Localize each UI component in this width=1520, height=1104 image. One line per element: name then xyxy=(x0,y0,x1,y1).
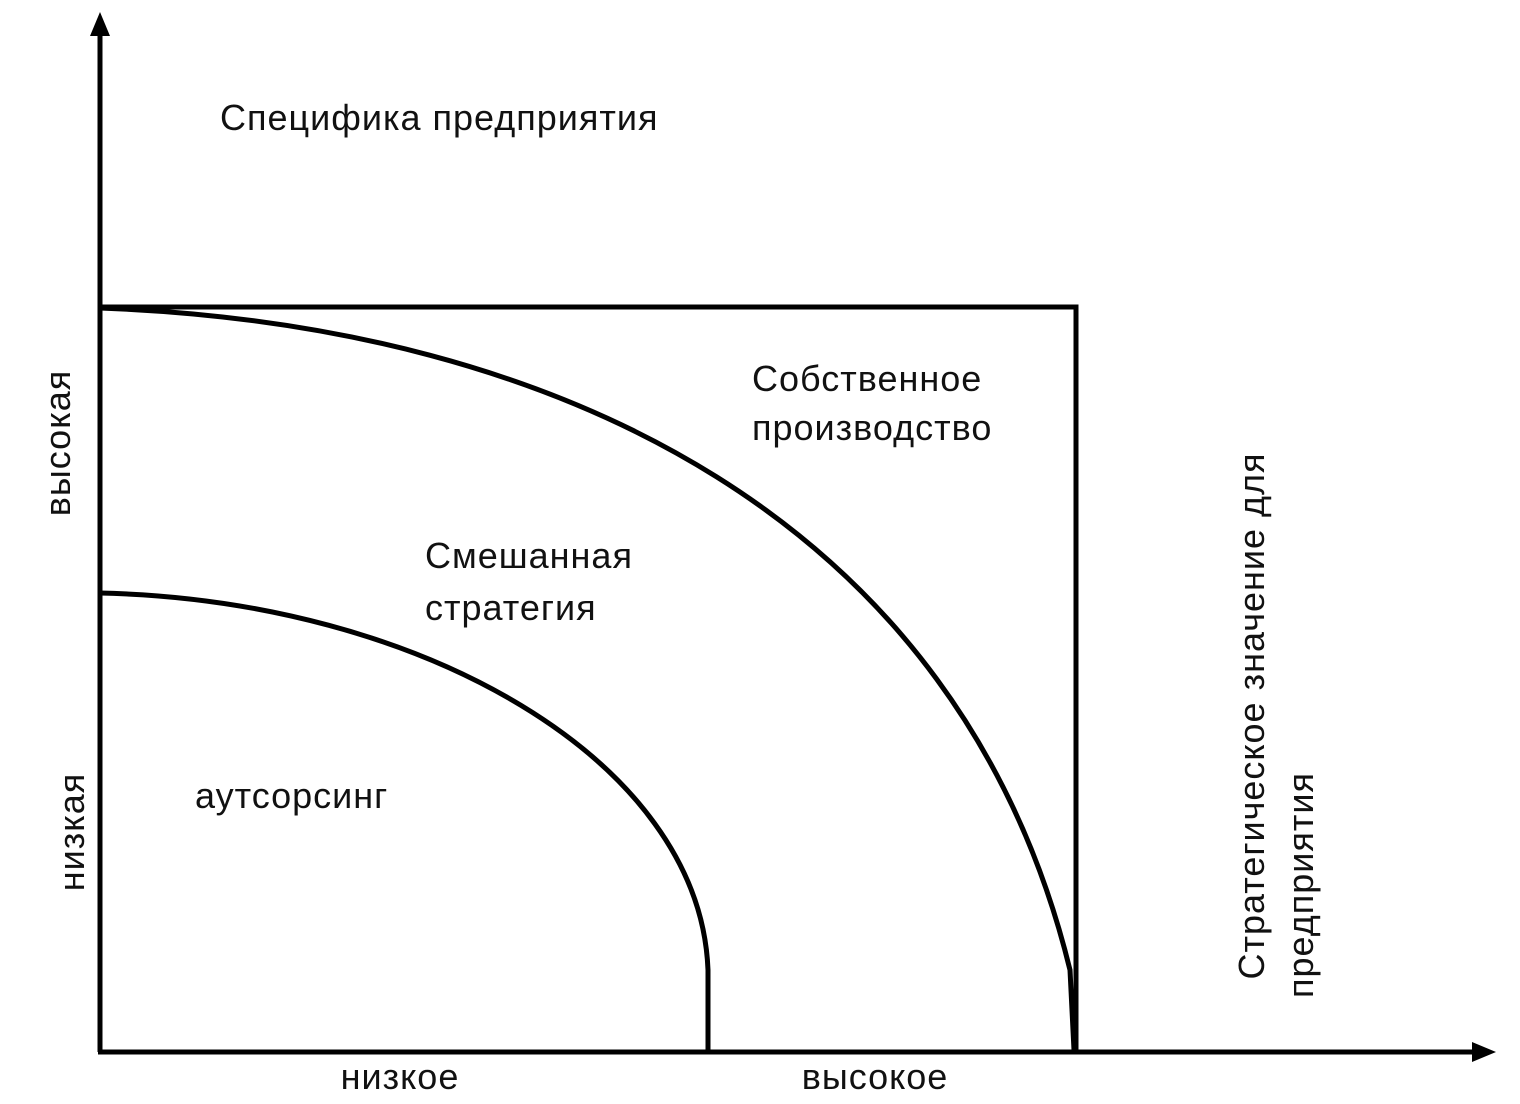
x-label-low: низкое xyxy=(341,1056,460,1097)
curve-mixed-own-boundary xyxy=(99,305,1077,1051)
zone-outsourcing: аутсорсинг xyxy=(195,775,388,816)
x-axis-arrow-icon xyxy=(1472,1042,1496,1062)
curve-outsourcing-mixed-boundary xyxy=(99,590,711,1052)
zone-boundary-box xyxy=(100,304,1079,1052)
y-axis-arrow-icon xyxy=(90,12,110,36)
y-label-low: низкая xyxy=(51,773,92,892)
zone-mixed-strategy-line1: Смешанная xyxy=(425,535,633,576)
y-axis-title: Специфика предприятия xyxy=(220,97,659,138)
x-label-high: высокое xyxy=(802,1056,949,1097)
x-axis-title-line1: Стратегическое значение для xyxy=(1231,453,1272,980)
y-label-high: высокая xyxy=(37,370,78,516)
zone-own-production-line2: производство xyxy=(752,407,992,448)
x-axis-title-line2: предприятия xyxy=(1280,772,1321,998)
zone-mixed-strategy-line2: стратегия xyxy=(425,587,597,628)
zone-own-production-line1: Собственное xyxy=(752,358,982,399)
